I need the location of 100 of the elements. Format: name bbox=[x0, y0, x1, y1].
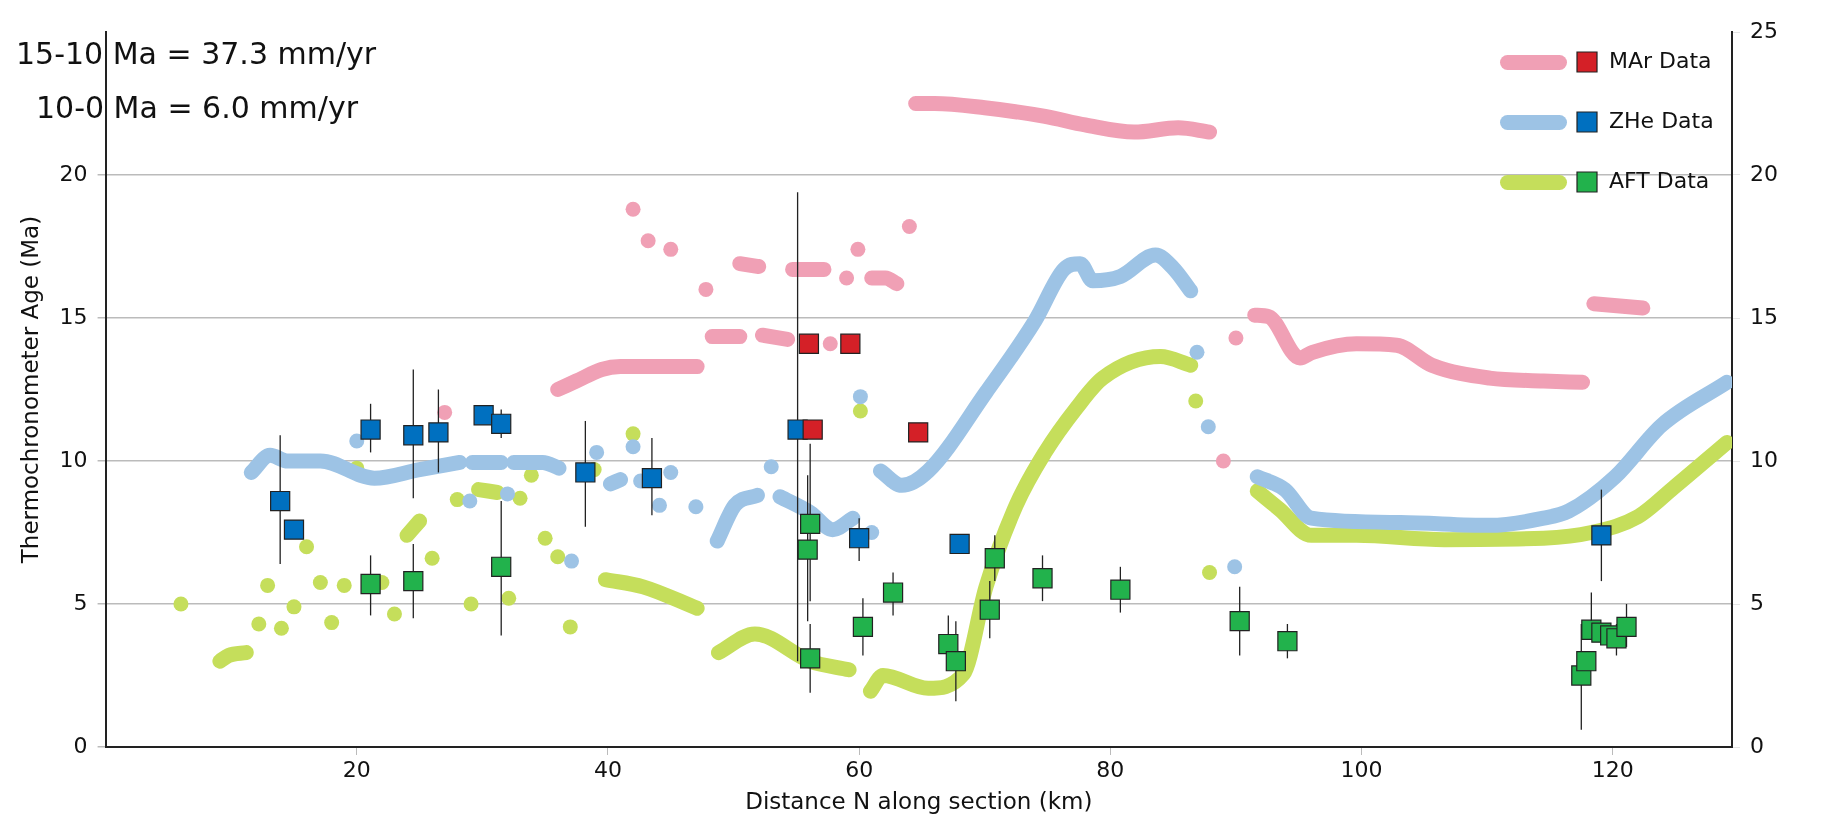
x-tick-label: 80 bbox=[1096, 756, 1125, 782]
x-tick-label: 100 bbox=[1340, 756, 1383, 782]
point bbox=[625, 439, 641, 455]
point bbox=[901, 218, 917, 234]
point bbox=[852, 389, 868, 405]
point bbox=[360, 419, 381, 440]
y2-tick-label: 20 bbox=[1750, 160, 1779, 186]
point bbox=[1202, 565, 1218, 581]
point bbox=[1189, 344, 1205, 360]
point bbox=[260, 577, 276, 593]
point bbox=[437, 404, 453, 420]
point bbox=[849, 528, 870, 549]
point bbox=[1228, 330, 1244, 346]
point bbox=[663, 464, 679, 480]
point bbox=[852, 616, 874, 638]
y-tick-label: 0 bbox=[73, 732, 88, 758]
point bbox=[360, 573, 381, 595]
y-tick-label: 15 bbox=[59, 303, 88, 329]
point bbox=[625, 201, 641, 217]
point bbox=[979, 599, 1000, 620]
point bbox=[312, 575, 328, 591]
legend-label: AFT Data bbox=[1609, 167, 1710, 193]
point bbox=[473, 405, 494, 426]
point bbox=[840, 333, 861, 354]
point bbox=[800, 648, 821, 669]
x-tick-label: 60 bbox=[845, 756, 874, 782]
point bbox=[663, 241, 679, 257]
point bbox=[798, 333, 820, 354]
point bbox=[1215, 453, 1231, 469]
point bbox=[537, 530, 553, 546]
x-tick-label: 120 bbox=[1591, 756, 1634, 782]
x-axis-title: Distance N along section (km) bbox=[745, 788, 1093, 815]
y-tick-label: 10 bbox=[59, 446, 88, 472]
x-tick-label: 20 bbox=[342, 756, 371, 782]
point bbox=[1110, 579, 1131, 600]
point bbox=[945, 651, 966, 672]
point bbox=[882, 582, 904, 603]
point bbox=[324, 615, 340, 631]
x-tick-label: 40 bbox=[593, 756, 622, 782]
point bbox=[403, 570, 424, 592]
y-tick-label: 20 bbox=[59, 160, 88, 186]
annotation: 15-10 Ma = 37.3 mm/yr bbox=[16, 35, 377, 71]
point bbox=[512, 490, 528, 506]
point bbox=[625, 426, 641, 442]
point bbox=[286, 599, 302, 615]
point bbox=[763, 459, 779, 475]
y2-tick-label: 5 bbox=[1750, 589, 1765, 615]
point bbox=[938, 633, 959, 655]
y-tick-label: 5 bbox=[73, 589, 88, 615]
point bbox=[564, 553, 580, 569]
point bbox=[386, 606, 402, 622]
point bbox=[797, 539, 818, 560]
point bbox=[1277, 631, 1298, 652]
point bbox=[491, 413, 512, 434]
point bbox=[698, 281, 714, 297]
point bbox=[428, 422, 449, 443]
point bbox=[800, 513, 821, 535]
point bbox=[491, 556, 512, 577]
point bbox=[273, 620, 289, 636]
point bbox=[449, 492, 465, 508]
point bbox=[839, 270, 855, 286]
point bbox=[562, 619, 578, 635]
point bbox=[462, 493, 478, 509]
point bbox=[499, 486, 515, 502]
point bbox=[640, 233, 656, 249]
point bbox=[1227, 559, 1243, 575]
point bbox=[501, 590, 517, 606]
legend-label: ZHe Data bbox=[1609, 107, 1714, 133]
point bbox=[424, 550, 440, 566]
point bbox=[908, 422, 929, 443]
point bbox=[802, 419, 823, 440]
y2-tick-label: 25 bbox=[1750, 17, 1779, 43]
point bbox=[1200, 419, 1216, 435]
point bbox=[336, 577, 352, 593]
point bbox=[852, 403, 868, 419]
point bbox=[173, 596, 189, 612]
point bbox=[575, 462, 596, 483]
point bbox=[1229, 611, 1250, 632]
y2-tick-label: 0 bbox=[1750, 732, 1765, 758]
point bbox=[403, 425, 424, 446]
point bbox=[651, 497, 667, 513]
point bbox=[1591, 525, 1612, 546]
point bbox=[688, 499, 704, 515]
legend-label: MAr Data bbox=[1609, 47, 1712, 73]
point bbox=[299, 539, 315, 555]
point bbox=[270, 490, 291, 512]
point bbox=[251, 616, 267, 632]
point bbox=[949, 533, 970, 555]
annotation: 10-0 Ma = 6.0 mm/yr bbox=[36, 89, 359, 125]
y2-tick-label: 15 bbox=[1750, 303, 1779, 329]
point bbox=[550, 549, 566, 565]
point bbox=[1188, 393, 1204, 409]
point bbox=[984, 548, 1005, 569]
point bbox=[850, 241, 866, 257]
point bbox=[1616, 616, 1637, 638]
point bbox=[822, 336, 838, 352]
point bbox=[1576, 651, 1597, 672]
y2-tick-label: 10 bbox=[1750, 446, 1779, 472]
point bbox=[463, 596, 479, 612]
point bbox=[589, 444, 605, 460]
